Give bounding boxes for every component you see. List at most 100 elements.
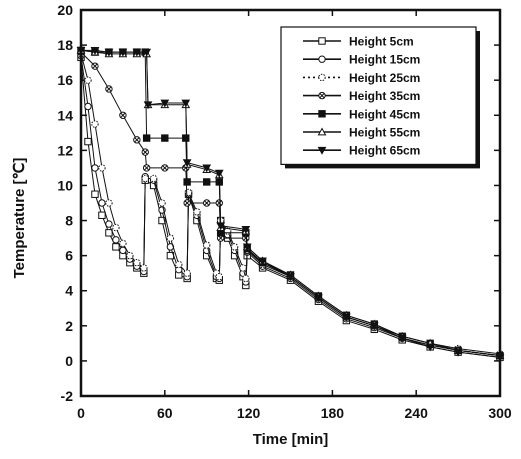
data-point [241, 225, 251, 234]
data-point [118, 48, 128, 57]
legend-marker [318, 37, 326, 45]
data-point [142, 164, 151, 172]
data-point [133, 136, 141, 144]
data-point [215, 199, 223, 207]
data-point [183, 178, 191, 186]
data-point [105, 220, 113, 228]
legend-item: Height 35cm [303, 89, 420, 103]
x-tick-label: 300 [488, 405, 512, 421]
data-point [175, 260, 183, 269]
legend-label: Height 65cm [349, 144, 420, 158]
data-point [203, 178, 211, 186]
data-point [84, 76, 92, 84]
legend-marker [318, 110, 326, 118]
data-point [158, 216, 166, 225]
data-point [161, 134, 169, 142]
data-point [90, 46, 100, 55]
data-point [98, 211, 106, 219]
y-tick-label: 6 [65, 248, 73, 264]
y-tick-label: 4 [65, 283, 73, 299]
legend-label: Height 25cm [349, 71, 420, 85]
legend-marker [318, 73, 326, 82]
data-point [104, 48, 114, 57]
data-point [98, 199, 106, 207]
data-point [242, 243, 252, 252]
data-point [105, 229, 113, 237]
y-tick-label: 14 [57, 107, 73, 123]
legend-marker [318, 55, 326, 63]
y-tick-label: -2 [61, 388, 74, 404]
data-point [112, 236, 120, 244]
data-point [142, 134, 151, 142]
y-tick-label: 8 [65, 213, 73, 229]
data-point [203, 241, 211, 249]
data-point [453, 348, 463, 357]
data-point [203, 199, 211, 207]
data-point [286, 273, 295, 282]
legend-item: Height 65cm [303, 144, 420, 158]
x-axis-title: Time [min] [253, 431, 329, 448]
x-tick-labels: 0 60 120 180 240 300 [77, 405, 512, 421]
y-tick-labels: -2 0 2 4 6 8 10 12 14 16 18 20 [57, 2, 73, 404]
y-axis-title: Temperature [℃] [11, 158, 28, 279]
data-point [98, 164, 106, 172]
data-point [119, 246, 127, 255]
data-point [166, 234, 175, 242]
data-point [119, 239, 127, 248]
data-point [112, 243, 120, 251]
data-point [140, 264, 148, 272]
data-point [242, 274, 250, 283]
data-point [84, 102, 92, 111]
data-point [314, 294, 323, 303]
data-point [126, 251, 134, 260]
data-point [215, 272, 223, 281]
legend-marker [317, 146, 327, 155]
data-point [239, 264, 247, 272]
x-tick-label: 180 [321, 405, 345, 421]
x-tick-label: 0 [77, 405, 85, 421]
data-point [214, 169, 224, 178]
data-point [84, 137, 92, 146]
y-tick-label: 16 [57, 72, 73, 88]
y-tick-label: 20 [57, 2, 73, 18]
data-point [342, 313, 351, 322]
data-point [105, 85, 113, 93]
data-point [91, 190, 99, 198]
legend-label: Height 5cm [349, 35, 414, 49]
data-point [91, 164, 99, 172]
data-point [91, 120, 99, 128]
data-point [202, 164, 212, 173]
y-tick-label: 18 [57, 37, 73, 53]
data-point [133, 258, 141, 267]
data-point [161, 164, 169, 172]
x-tick-label: 120 [237, 405, 261, 421]
data-point [230, 243, 239, 251]
legend-item: Height 55cm [303, 126, 420, 140]
data-point [105, 199, 113, 207]
data-point [141, 174, 149, 183]
legend-item: Height 45cm [303, 107, 420, 121]
data-point [141, 148, 149, 156]
series-7 [76, 46, 505, 362]
data-point [142, 48, 152, 57]
y-tick-label: 0 [65, 353, 73, 369]
legend-item: Height 25cm [303, 71, 420, 85]
legend-label: Height 45cm [349, 107, 420, 121]
legend-label: Height 35cm [349, 89, 420, 103]
y-tick-label: 10 [57, 177, 73, 193]
data-point [158, 199, 166, 207]
data-point [425, 343, 435, 352]
data-point [193, 208, 201, 216]
data-point [91, 62, 99, 70]
legend-marker [318, 91, 326, 100]
data-point [183, 199, 191, 207]
data-point [132, 48, 142, 57]
data-point [119, 111, 127, 119]
data-point [216, 222, 226, 231]
legend-item: Height 15cm [303, 53, 420, 67]
data-point [183, 269, 191, 277]
data-point [143, 101, 153, 110]
legend-label: Height 55cm [349, 126, 420, 140]
legend: Height 5cm Height 15cm Height 25cm Height 3… [280, 26, 480, 169]
